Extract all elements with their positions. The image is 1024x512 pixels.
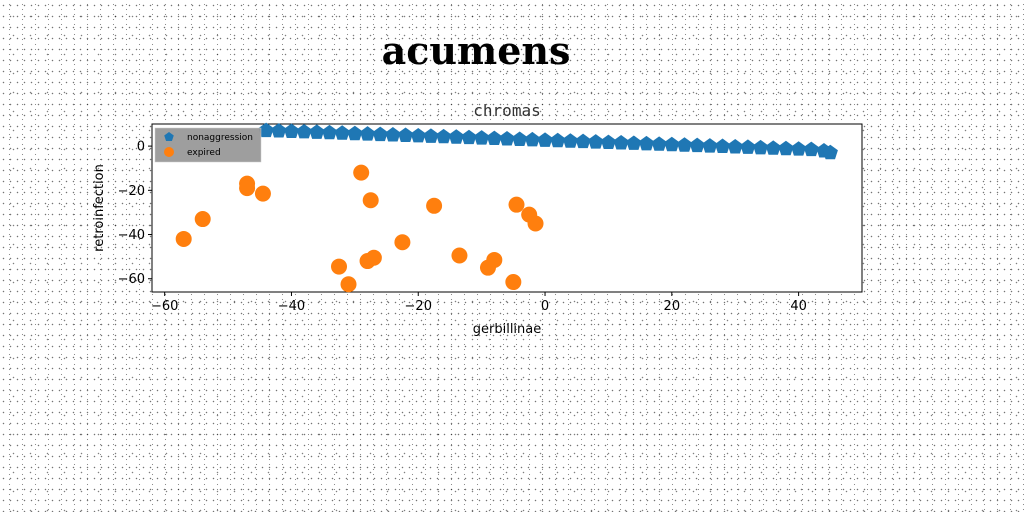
nonaggression-point	[822, 144, 838, 160]
data-points	[175, 122, 838, 293]
nonaggression-point	[334, 125, 350, 140]
expired-point	[331, 258, 348, 275]
nonaggression-point	[765, 140, 781, 155]
expired-point	[239, 180, 256, 197]
nonaggression-point	[727, 138, 743, 154]
expired-point	[194, 211, 211, 228]
x-tick-label: −20	[405, 299, 432, 314]
expired-point	[426, 197, 443, 214]
expired-point	[486, 251, 503, 268]
nonaggression-point	[258, 122, 274, 138]
legend-label: expired	[187, 148, 221, 158]
nonaggression-point	[613, 135, 629, 150]
legend: nonaggression expired	[154, 127, 262, 163]
nonaggression-point	[714, 138, 731, 154]
y-axis: 0 −20 −40 −60	[118, 140, 152, 287]
nonaggression-point	[271, 123, 287, 138]
nonaggression-point	[537, 132, 553, 147]
nonaggression-point	[410, 127, 426, 143]
nonaggression-point	[588, 134, 604, 149]
x-tick-label: 0	[541, 299, 549, 314]
nonaggression-point	[448, 129, 464, 144]
legend-marker-circle	[164, 147, 174, 157]
nonaggression-point	[562, 133, 578, 148]
expired-point	[254, 185, 271, 202]
nonaggression-point	[575, 133, 591, 149]
expired-point	[365, 249, 382, 266]
nonaggression-point	[283, 123, 300, 138]
expired-point	[505, 274, 522, 291]
expired-point	[527, 215, 544, 232]
x-axis-label: gerbillinae	[473, 322, 542, 337]
nonaggression-point	[689, 137, 705, 153]
nonaggression-point	[423, 128, 439, 143]
nonaggression-point	[372, 126, 388, 142]
nonaggression-point	[791, 141, 807, 156]
nonaggression-point	[752, 139, 769, 155]
nonaggression-point	[296, 123, 312, 139]
nonaggression-point	[397, 127, 414, 142]
expired-point	[175, 230, 192, 247]
nonaggression-point	[359, 126, 376, 141]
x-tick-label: −40	[278, 299, 305, 314]
nonaggression-point	[803, 141, 819, 157]
nonaggression-point	[702, 138, 718, 153]
x-tick-label: −60	[151, 299, 178, 314]
nonaggression-point	[461, 129, 477, 145]
x-axis: −60 −40 −20 0 20 40	[151, 292, 807, 314]
nonaggression-point	[740, 139, 756, 154]
expired-point	[508, 196, 525, 213]
legend-box	[154, 127, 262, 163]
plot-title: chromas	[473, 101, 540, 120]
y-axis-label: retroinfection	[92, 164, 107, 252]
nonaggression-point	[778, 140, 794, 156]
legend-label: nonaggression	[187, 133, 253, 143]
y-tick-label: −60	[118, 272, 145, 287]
nonaggression-point	[651, 136, 667, 151]
nonaggression-point	[347, 125, 363, 141]
nonaggression-point	[474, 130, 490, 145]
nonaggression-point	[436, 128, 452, 144]
legend-marker-pentagon	[164, 132, 174, 142]
y-tick-label: −40	[118, 228, 145, 243]
expired-point	[394, 234, 411, 251]
figure-title: acumens	[381, 28, 571, 73]
nonaggression-point	[638, 135, 655, 151]
nonaggression-point	[626, 135, 642, 150]
x-tick-label: 20	[664, 299, 681, 314]
expired-point	[353, 164, 370, 181]
y-tick-label: 0	[137, 140, 145, 155]
nonaggression-point	[550, 132, 566, 148]
nonaggression-point	[499, 131, 515, 146]
nonaggression-point	[512, 131, 528, 146]
nonaggression-point	[664, 136, 680, 152]
y-tick-label: −20	[118, 184, 145, 199]
nonaggression-point	[486, 130, 502, 146]
nonaggression-point	[524, 131, 540, 147]
nonaggression-point	[385, 127, 401, 142]
nonaggression-point	[676, 137, 693, 152]
expired-point	[451, 247, 468, 264]
expired-point	[340, 276, 357, 293]
expired-point	[362, 192, 379, 209]
nonaggression-point	[309, 124, 325, 139]
nonaggression-point	[321, 124, 338, 140]
nonaggression-point	[600, 134, 617, 150]
x-tick-label: 40	[790, 299, 807, 314]
